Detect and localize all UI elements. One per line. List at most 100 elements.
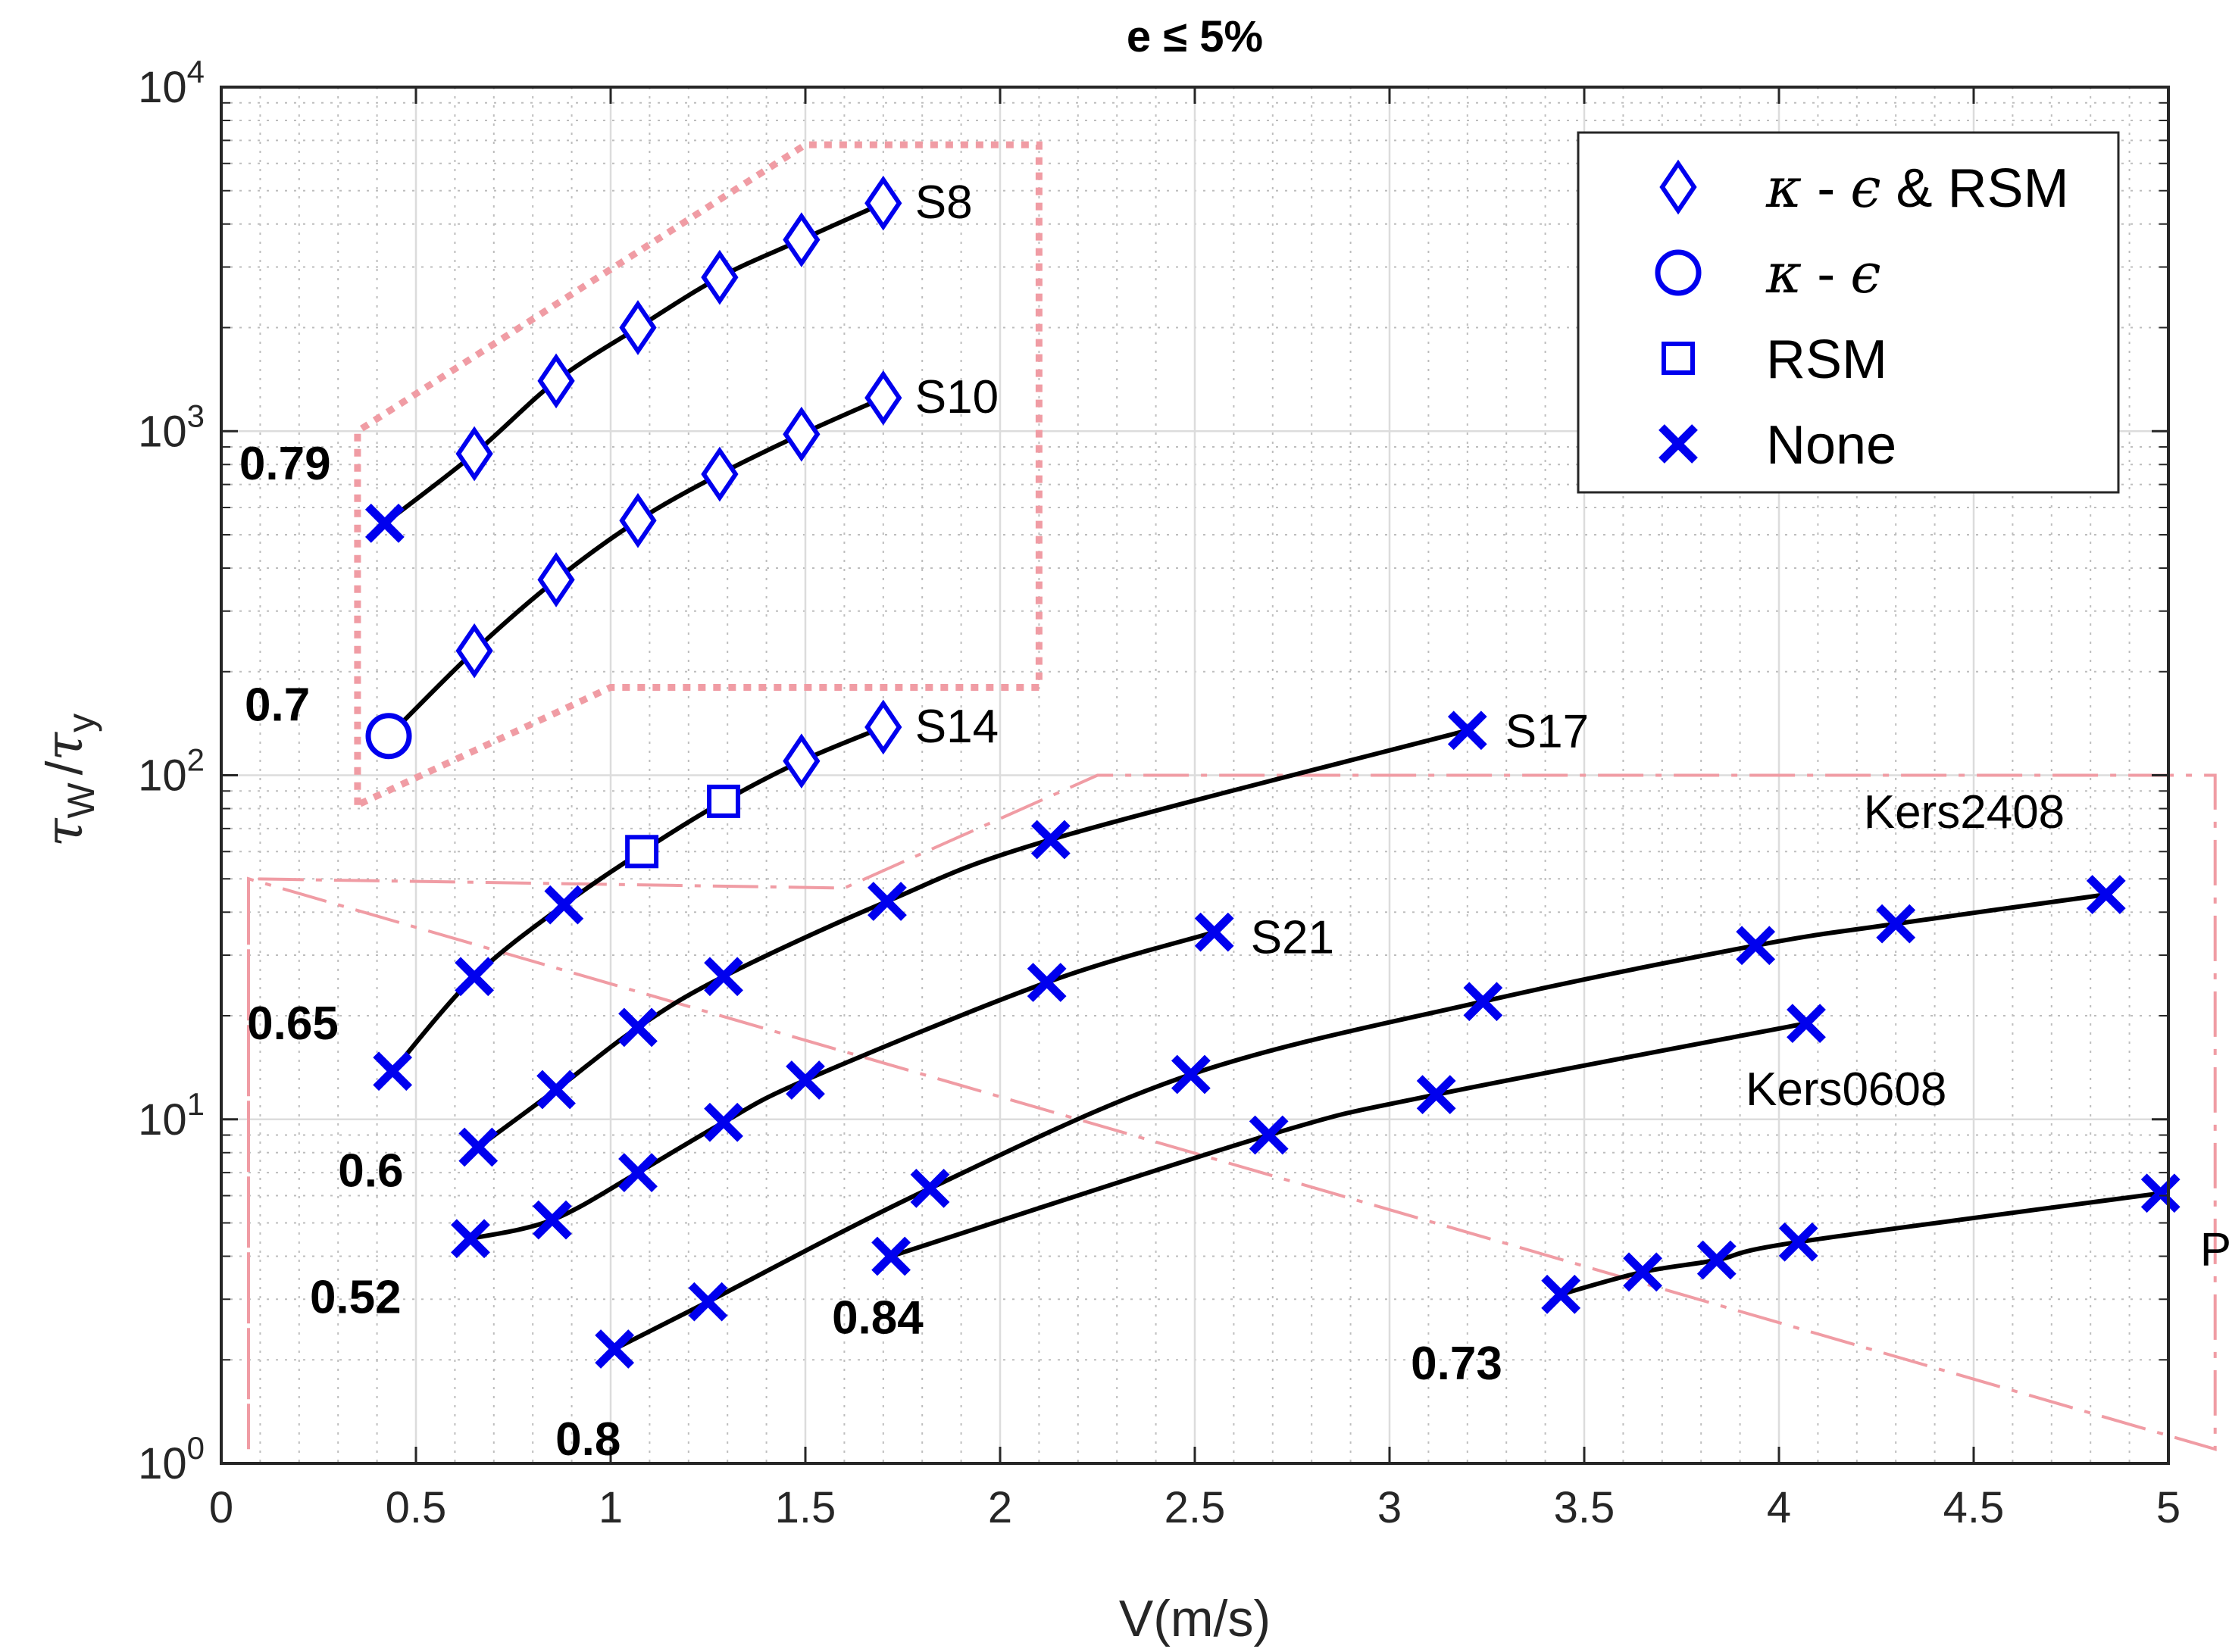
n-label-kers2408: 0.8 <box>555 1413 621 1466</box>
x-tick-label: 3 <box>1377 1483 1402 1532</box>
point-s10-diamond <box>864 370 902 426</box>
y-tick-label: 102 <box>138 742 205 801</box>
n-label-s21: 0.52 <box>310 1271 402 1323</box>
x-tick-label: 1 <box>599 1483 623 1532</box>
legend-entry-diamond: κ - ϵ & RSM <box>1659 156 2069 220</box>
y-tick-label: 101 <box>138 1086 205 1145</box>
x-stroke <box>688 1282 728 1322</box>
y-label-tau-w: τ <box>35 817 95 847</box>
x-stroke <box>1623 1252 1662 1292</box>
n-label-s17: 0.6 <box>338 1145 403 1198</box>
y-tick-base: 10 <box>138 751 187 801</box>
legend-label: κ - ϵ & RSM <box>1765 156 2069 220</box>
y-label-slash: / <box>36 760 93 775</box>
point-s17-x <box>618 1007 658 1048</box>
x-stroke <box>373 1051 413 1091</box>
x-stroke <box>536 1070 576 1110</box>
x-stroke <box>786 1060 825 1100</box>
x-stroke <box>1541 1274 1581 1314</box>
point-s8-x <box>364 503 405 543</box>
y-label-tau-y: τ <box>35 731 95 760</box>
x-stroke <box>1194 912 1234 952</box>
legend-greek-symbol: ϵ <box>1850 242 1880 305</box>
point-kers2408-x <box>1463 982 1503 1022</box>
x-stroke <box>1416 1075 1456 1114</box>
series-line-kers0608 <box>890 1021 1807 1259</box>
point-s10-diamond <box>783 406 821 462</box>
x-stroke <box>595 1329 635 1369</box>
point-s14-diamond <box>864 699 902 755</box>
x-tick-label: 4 <box>1767 1483 1791 1532</box>
point-kers2408-x <box>688 1282 728 1322</box>
x-stroke <box>544 885 584 925</box>
legend-greek-symbol: ϵ <box>1850 156 1880 220</box>
x-stroke <box>1778 1222 1818 1262</box>
legend-label: κ - ϵ <box>1765 242 1881 305</box>
x-stroke <box>871 1236 911 1276</box>
point-s21-x <box>786 1060 825 1100</box>
series-label-kers2408: Kers2408 <box>1864 786 2065 838</box>
y-tick-base: 10 <box>138 1095 187 1145</box>
highlight-regions <box>247 141 2217 1451</box>
x-stroke <box>1787 1004 1826 1044</box>
point-s17-x <box>458 1127 499 1167</box>
legend-text-part: RSM <box>1766 329 1887 390</box>
legend-label: RSM <box>1766 329 1887 390</box>
y-tick-base: 10 <box>138 1439 187 1488</box>
point-park1-x <box>2140 1173 2181 1213</box>
n-label-kers0608: 0.84 <box>832 1292 924 1344</box>
series-label-s8: S8 <box>915 176 973 229</box>
y-tick-base: 10 <box>138 63 187 112</box>
point-kers2408-x <box>910 1169 950 1208</box>
x-tick-label: 1.5 <box>775 1483 836 1532</box>
x-tick-label: 2.5 <box>1165 1483 1226 1532</box>
x-stroke <box>533 1200 572 1240</box>
x-stroke <box>704 1102 743 1142</box>
point-s10-diamond <box>537 552 575 607</box>
point-s10-diamond <box>701 446 739 502</box>
x-tick-label: 0.5 <box>386 1483 447 1532</box>
legend: κ - ϵ & RSM κ - ϵ RSM None <box>1577 131 2120 494</box>
point-park1-x <box>1696 1240 1737 1280</box>
point-kers2408-x <box>595 1329 635 1369</box>
legend-greek-symbol: κ <box>1765 156 1802 220</box>
dash-dot-region <box>247 773 2217 1451</box>
point-kers2408-x <box>1171 1054 1211 1095</box>
x-stroke <box>618 1007 658 1048</box>
legend-marker-square-icon <box>1662 342 1695 375</box>
grid <box>221 87 2168 1463</box>
legend-marker-circle-icon <box>1655 249 1702 296</box>
series-labels: S8 0.79 S10 0.7 S14 0.65 S17 0.6 S21 0.52 Kers2408… <box>239 176 2229 1466</box>
x-stroke <box>2140 1173 2181 1213</box>
legend-label: None <box>1766 415 1896 476</box>
point-kers2408-x <box>1736 926 1776 966</box>
point-kers0608-x <box>871 1236 911 1276</box>
point-s21-x <box>1194 912 1234 952</box>
y-tick-label: 100 <box>138 1430 205 1488</box>
title-prefix: e <box>1127 12 1163 61</box>
point-park1-x <box>1623 1252 1662 1292</box>
x-stroke <box>618 1153 658 1193</box>
n-label-s14: 0.65 <box>247 998 339 1050</box>
x-tick-label: 5 <box>2156 1483 2181 1532</box>
point-s8-diamond <box>455 426 493 482</box>
point-kers0608-x <box>1249 1115 1289 1155</box>
point-s17-x <box>1447 710 1487 751</box>
series-label-park1: Park1 <box>2200 1223 2229 1276</box>
x-stroke <box>1736 926 1776 966</box>
point-s21-x <box>451 1219 490 1259</box>
y-tick-label: 104 <box>138 54 205 112</box>
y-tick-exponent: 1 <box>187 1086 205 1122</box>
y-tick-exponent: 3 <box>187 398 205 433</box>
x-stroke <box>2086 875 2126 914</box>
dotted-region <box>354 141 1043 810</box>
point-kers0608-x <box>1787 1004 1826 1044</box>
series-label-s14: S14 <box>915 701 999 753</box>
y-tick-exponent: 4 <box>187 54 205 89</box>
point-s17-x <box>704 957 743 997</box>
y-tick-exponent: 0 <box>187 1430 205 1466</box>
series-line-s21 <box>470 929 1215 1241</box>
y-tick-label: 103 <box>138 398 205 456</box>
